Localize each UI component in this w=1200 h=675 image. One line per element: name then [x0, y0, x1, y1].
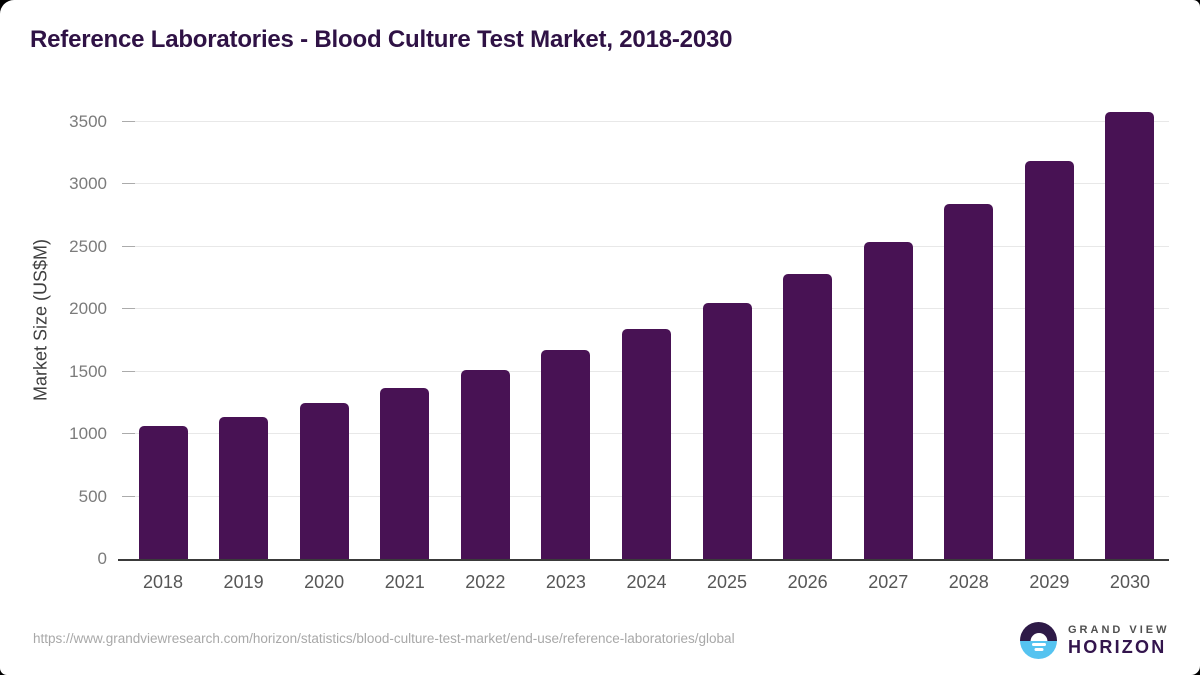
y-tick-label: 2000: [69, 299, 107, 319]
x-tick-label-2022: 2022: [465, 572, 506, 592]
y-tick-label: 3500: [69, 111, 107, 131]
bar-2026[interactable]: [783, 274, 833, 559]
x-tick-label-2028: 2028: [948, 572, 989, 592]
y-tick-mark: [122, 183, 135, 185]
y-tick-mark: [122, 120, 135, 122]
gridline: [122, 245, 1169, 247]
chart-title: Reference Laboratories - Blood Culture T…: [30, 26, 733, 53]
y-tick-mark: [122, 433, 135, 435]
gridline: [122, 308, 1169, 310]
x-tick-label-2018: 2018: [142, 572, 184, 592]
bar-2018[interactable]: [138, 425, 188, 559]
bar-2019[interactable]: [219, 416, 269, 559]
bar-2020[interactable]: [299, 402, 349, 559]
horizon-icon-sun: [1030, 632, 1047, 641]
x-tick-label-2021: 2021: [384, 572, 425, 592]
grand-view-horizon-logo: GRAND VIEW HORIZON: [1020, 622, 1170, 659]
y-tick-mark: [122, 308, 135, 310]
gridline: [122, 120, 1169, 122]
source-url: https://www.grandviewresearch.com/horizo…: [33, 631, 735, 646]
bar-2023[interactable]: [541, 350, 591, 559]
y-tick-label: 3000: [69, 174, 107, 194]
y-tick-label: 1500: [69, 361, 107, 381]
plot-area: 0 500 1000 1500 2000 2500 3000 3500 2018 2019 2020…: [69, 100, 1169, 592]
bar-2025[interactable]: [702, 302, 752, 559]
y-tick-mark: [122, 245, 135, 247]
horizon-icon-sky: [1020, 622, 1057, 641]
y-tick-label: 0: [97, 549, 107, 568]
gridline: [122, 183, 1169, 185]
x-tick-label-2025: 2025: [707, 572, 748, 592]
y-tick-mark: [122, 370, 135, 372]
horizon-icon-reflection-line: [1031, 642, 1046, 646]
y-tick-label: 2500: [69, 236, 107, 256]
bar-2021[interactable]: [380, 387, 430, 559]
bar-2027[interactable]: [863, 242, 913, 559]
y-tick-mark: [122, 495, 135, 497]
x-tick-label-2019: 2019: [223, 572, 264, 592]
bar-2028[interactable]: [944, 203, 994, 559]
x-tick-label-2023: 2023: [545, 572, 586, 592]
y-tick-label: 1000: [69, 424, 107, 444]
horizon-icon-sea: [1020, 640, 1057, 659]
x-tick-label-2026: 2026: [787, 572, 828, 592]
bar-2022[interactable]: [460, 370, 510, 559]
x-tick-label-2020: 2020: [304, 572, 345, 592]
bar-2030[interactable]: [1105, 111, 1155, 559]
horizon-icon-reflection-line: [1034, 648, 1043, 651]
x-tick-label-2027: 2027: [868, 572, 909, 592]
bar-2029[interactable]: [1024, 160, 1074, 559]
logo-text-grand-view: GRAND VIEW: [1068, 623, 1170, 636]
horizon-sun-icon: [1020, 622, 1057, 659]
x-tick-label-2029: 2029: [1029, 572, 1070, 592]
x-tick-label-2030: 2030: [1109, 572, 1150, 592]
logo-text: GRAND VIEW HORIZON: [1068, 624, 1170, 658]
y-tick-label: 500: [78, 486, 107, 506]
x-tick-label-2024: 2024: [626, 572, 667, 592]
bar-2024[interactable]: [621, 328, 671, 559]
logo-text-horizon: HORIZON: [1068, 636, 1167, 657]
